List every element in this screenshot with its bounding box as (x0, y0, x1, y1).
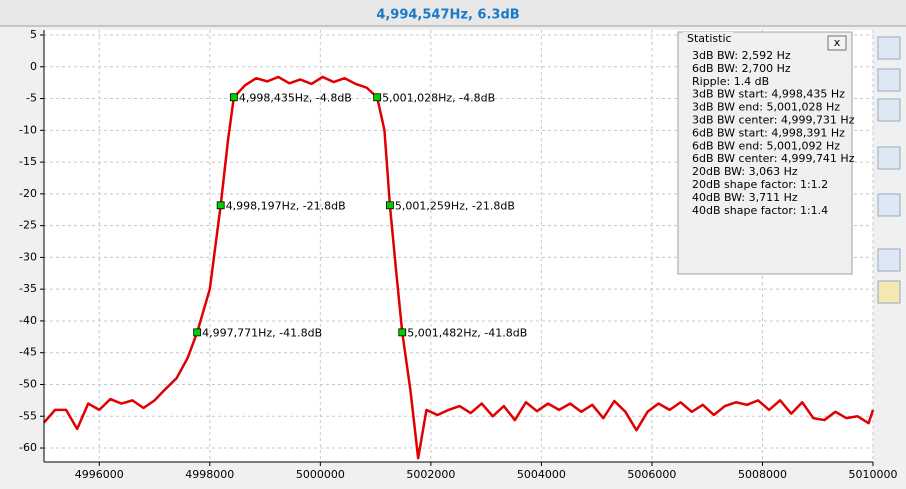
y-tick-label: -55 (19, 409, 37, 422)
copy-button[interactable] (877, 248, 901, 272)
chart-title: 4,994,547Hz, 6.3dB (376, 8, 519, 23)
statistic-line: Ripple: 1.4 dB (692, 75, 769, 88)
marker (373, 93, 382, 102)
y-tick-label: -15 (19, 155, 37, 168)
marker (386, 201, 394, 210)
statistic-line: 40dB shape factor: 1:1.4 (692, 204, 828, 217)
y-tick-label: 0 (30, 60, 37, 73)
marker (193, 328, 202, 337)
marker (216, 201, 225, 210)
x-tick-label: 5004000 (517, 468, 566, 481)
statistic-line: 6dB BW: 2,700 Hz (692, 62, 791, 75)
marker-label: 5,001,259Hz, -21.8dB (395, 199, 515, 212)
x-tick-label: 5002000 (406, 468, 455, 481)
marker-label: 5,001,482Hz, -41.8dB (407, 326, 527, 339)
scale-button[interactable] (877, 98, 901, 122)
statistic-line: 20dB shape factor: 1:1.2 (692, 178, 828, 191)
marker-label: 4,998,435Hz, -4.8dB (239, 91, 352, 104)
statistic-line: 6dB BW end: 5,001,092 Hz (692, 139, 840, 152)
x-tick-label: 5006000 (627, 468, 676, 481)
trace-line (43, 75, 875, 460)
statistic-line: 3dB BW start: 4,998,435 Hz (692, 88, 845, 101)
y-tick-label: -30 (19, 250, 37, 263)
x-tick-label: 5008000 (738, 468, 787, 481)
x-tick-label: 5010000 (849, 468, 898, 481)
y-tick-label: -35 (19, 282, 37, 295)
y-tick-label: -45 (19, 346, 37, 359)
statistic-line: 3dB BW end: 5,001,028 Hz (692, 101, 840, 114)
title-bg (683, 32, 733, 44)
y-tick-label: -60 (19, 441, 37, 454)
marker-label: 4,998,197Hz, -21.8dB (226, 199, 346, 212)
close-button[interactable] (827, 35, 847, 51)
statistic-line: 6dB BW center: 4,999,741 Hz (692, 152, 855, 165)
y-tick-label: 5 (30, 28, 37, 41)
chart-button[interactable] (877, 146, 901, 170)
close-label[interactable]: x (834, 36, 841, 49)
x-tick-label: 5000000 (296, 468, 345, 481)
marker-label: 5,001,028Hz, -4.8dB (382, 91, 495, 104)
y-tick-label: -5 (26, 92, 37, 105)
x-tick-label: 4996000 (75, 468, 124, 481)
print-button[interactable] (877, 280, 901, 304)
marker (398, 328, 407, 337)
fit-button[interactable] (877, 68, 901, 92)
statistic-title: Statistic (687, 32, 732, 45)
y-tick-label: -50 (19, 377, 37, 390)
camera-button[interactable] (877, 193, 901, 217)
marker-label: 4,997,771Hz, -41.8dB (202, 326, 322, 339)
x-tick-label: 4998000 (185, 468, 234, 481)
y-tick-label: -20 (19, 187, 37, 200)
statistic-line: 20dB BW: 3,063 Hz (692, 165, 798, 178)
statistic-line: 40dB BW: 3,711 Hz (692, 191, 798, 204)
statistic-line: 3dB BW: 2,592 Hz (692, 49, 791, 62)
zoom-button[interactable] (877, 36, 901, 60)
statistic-line: 6dB BW start: 4,998,391 Hz (692, 126, 845, 139)
statistic-box (677, 31, 853, 275)
marker (229, 93, 238, 102)
toolbar (877, 36, 901, 304)
y-tick-label: -25 (19, 219, 37, 232)
statistic-line: 3dB BW center: 4,999,731 Hz (692, 114, 855, 127)
plot: 4,998,435Hz, -4.8dB 5,001,028Hz, -4.8dB 4,… (43, 75, 875, 460)
y-tick-label: -40 (19, 314, 37, 327)
header-bar (0, 0, 906, 26)
y-tick-label: -10 (19, 123, 37, 136)
